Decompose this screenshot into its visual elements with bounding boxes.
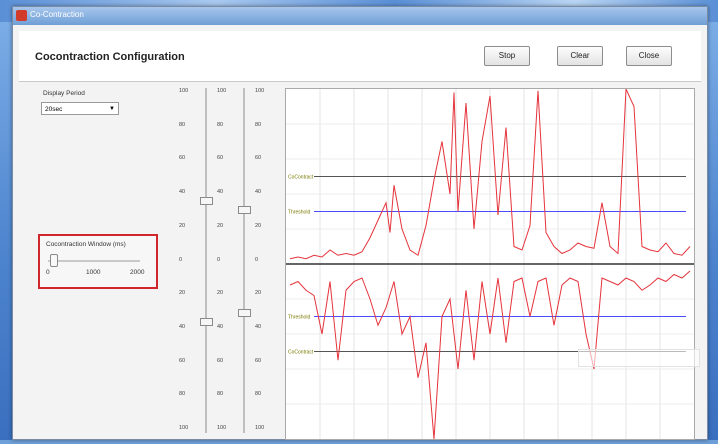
slider-scale-tick: 60 xyxy=(217,155,224,162)
slider-scale-tick: 20 xyxy=(255,222,262,229)
slider-scale-tick: 40 xyxy=(217,323,224,330)
page-title: Cocontraction Configuration xyxy=(35,51,185,63)
slider-scale-tick: 60 xyxy=(179,357,186,364)
chart-svg: CoContract Threshold Threshold CoContract xyxy=(286,88,694,440)
slider-scale-tick: 80 xyxy=(217,121,224,128)
slider-scale-tick: 60 xyxy=(217,357,224,364)
emg-chart: CoContract Threshold Threshold CoContract xyxy=(285,88,695,440)
slider-scale-tick: 60 xyxy=(179,155,186,162)
slider-scale-tick: 0 xyxy=(255,256,259,263)
upper-threshold-slider-b[interactable] xyxy=(238,205,251,214)
chevron-down-icon: ▼ xyxy=(109,106,115,112)
slider-scale-tick: 40 xyxy=(179,323,186,330)
app-icon xyxy=(16,10,27,21)
slider-scale-tick: 80 xyxy=(255,121,262,128)
cocontraction-window-slider[interactable] xyxy=(50,254,58,267)
slider-scale-tick: 100 xyxy=(179,425,189,431)
slider-tick-label: 0 xyxy=(46,269,50,276)
slider-scale-tick: 100 xyxy=(217,88,227,94)
slider-scale-tick: 20 xyxy=(217,222,224,229)
header-panel: Cocontraction Configuration Stop Clear C… xyxy=(19,31,701,82)
slider-scale-tick: 60 xyxy=(255,155,262,162)
series-line-0 xyxy=(289,88,691,260)
slider-scale-tick: 0 xyxy=(179,256,183,263)
series-line-1 xyxy=(289,270,691,440)
slider-scale-tick: 20 xyxy=(217,290,224,297)
upper-threshold-slider-a[interactable] xyxy=(200,197,213,206)
slider-scale-tick: 80 xyxy=(217,391,224,398)
display-period-value: 20sec xyxy=(45,106,63,113)
cocontraction-window-label: Cocontraction Window (ms) xyxy=(46,241,126,248)
title-bar[interactable]: Co-Contraction xyxy=(13,7,707,25)
faded-tooltip xyxy=(578,349,700,367)
stop-button[interactable]: Stop xyxy=(484,46,530,66)
slider-scale-tick: 100 xyxy=(255,425,265,431)
slider-scale-tick: 100 xyxy=(217,425,227,431)
slider-scale-tick: 80 xyxy=(255,391,262,398)
slider-scale-tick: 40 xyxy=(255,189,262,196)
slider-scale-tick: 100 xyxy=(255,88,265,94)
slider-scale-tick: 40 xyxy=(217,189,224,196)
threshold-sliders: 100 80 60 40 20 0 20 40 60 80 100 100 80 60 40 20 0 20 40 6… xyxy=(175,82,283,439)
slider-scale-tick: 80 xyxy=(179,121,186,128)
slider-scale-tick: 100 xyxy=(179,88,189,94)
reference-line-label: Threshold xyxy=(288,210,310,216)
slider-scale-tick: 20 xyxy=(179,222,186,229)
slider-tick-label: 1000 xyxy=(86,269,101,276)
slider-scale-tick: 20 xyxy=(255,290,262,297)
slider-scale-tick: 20 xyxy=(179,290,186,297)
slider-scale-tick: 80 xyxy=(179,391,186,398)
slider-scale-tick: 40 xyxy=(179,189,186,196)
slider-scale-tick: 60 xyxy=(255,357,262,364)
close-button[interactable]: Close xyxy=(626,46,672,66)
cocontraction-window: Co-Contraction Cocontraction Configurati… xyxy=(12,6,708,440)
slider-scale-tick: 0 xyxy=(217,256,221,263)
vertical-slider-track xyxy=(243,88,245,433)
reference-line-label: CoContract xyxy=(288,175,314,181)
slider-scale-tick: 40 xyxy=(255,323,262,330)
cocontraction-window-group: Cocontraction Window (ms) 0 1000 2000 xyxy=(38,234,158,289)
lower-threshold-slider-a[interactable] xyxy=(200,317,213,326)
lower-threshold-slider-b[interactable] xyxy=(238,309,251,318)
slider-track xyxy=(48,260,140,262)
reference-line-label: Threshold xyxy=(288,315,310,321)
vertical-slider-track xyxy=(205,88,207,433)
reference-line-label: CoContract xyxy=(288,350,314,356)
clear-button[interactable]: Clear xyxy=(557,46,603,66)
slider-tick-label: 2000 xyxy=(130,269,145,276)
window-title: Co-Contraction xyxy=(30,10,84,19)
display-period-label: Display Period xyxy=(43,90,85,97)
settings-panel: Display Period 20sec ▼ Cocontraction Win… xyxy=(19,82,175,439)
display-period-select[interactable]: 20sec ▼ xyxy=(41,102,119,115)
